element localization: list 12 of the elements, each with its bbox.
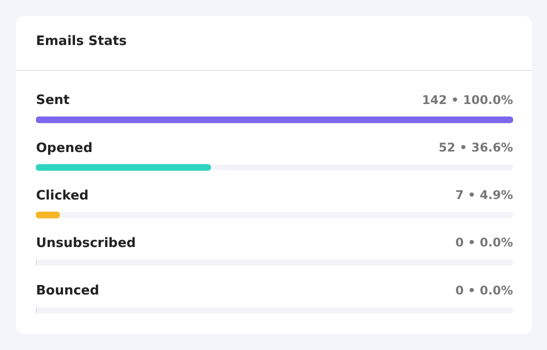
chart-title: Emails Stats [36,34,127,49]
y-tick-label: Clicked [36,188,89,204]
data-label: 0 • 0.0% [455,236,513,250]
y-tick-label: Opened [36,140,93,156]
data-label: 142 • 100.0% [422,92,513,107]
y-tick-label: Unsubscribed [36,236,136,251]
y-tick-label: Sent [36,93,70,108]
data-label: 7 • 4.9% [455,188,513,202]
bar [36,212,60,218]
data-label: 0 • 0.0% [455,283,513,298]
data-label: 52 • 36.6% [438,140,513,155]
y-tick-label: Bounced [36,284,100,299]
